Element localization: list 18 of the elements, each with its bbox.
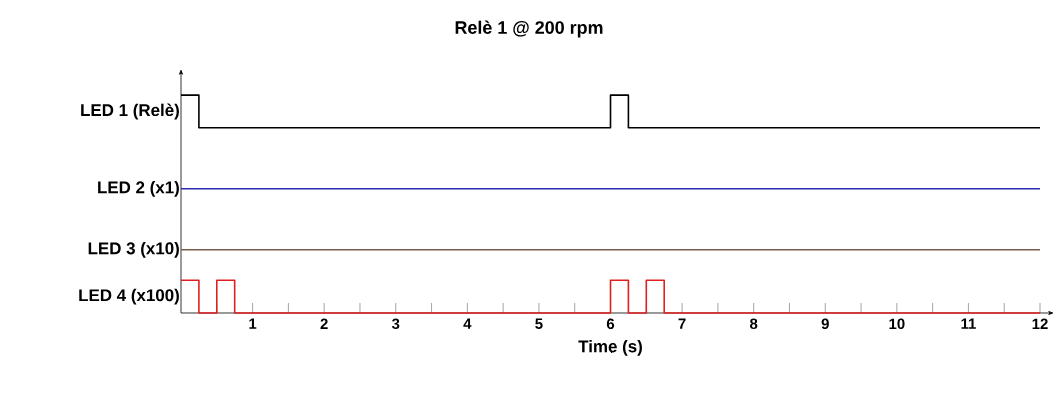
x-tick-label: 10 — [889, 318, 905, 330]
x-tick-label: 3 — [391, 318, 400, 330]
series-label: LED 3 (x10) — [88, 241, 179, 258]
chart-title: Relè 1 @ 200 rpm — [455, 20, 603, 38]
x-tick-label: 9 — [821, 318, 829, 330]
x-tick-label: 5 — [535, 318, 543, 329]
x-tick-label: 12 — [1032, 318, 1048, 329]
x-tick-label: 7 — [678, 318, 686, 329]
series-label: LED 1 (Relè) — [81, 103, 179, 120]
x-tick-label: 8 — [749, 318, 758, 330]
x-tick-label: 1 — [249, 318, 257, 329]
series-label: LED 4 (x100) — [79, 288, 179, 305]
x-axis-title: Time (s) — [578, 339, 642, 356]
x-tick-label: 4 — [463, 318, 472, 329]
series-label: LED 2 (x1) — [98, 180, 179, 197]
x-tick-label: 2 — [320, 318, 328, 329]
x-tick-label: 11 — [961, 318, 976, 329]
x-tick-label: 6 — [606, 318, 615, 330]
